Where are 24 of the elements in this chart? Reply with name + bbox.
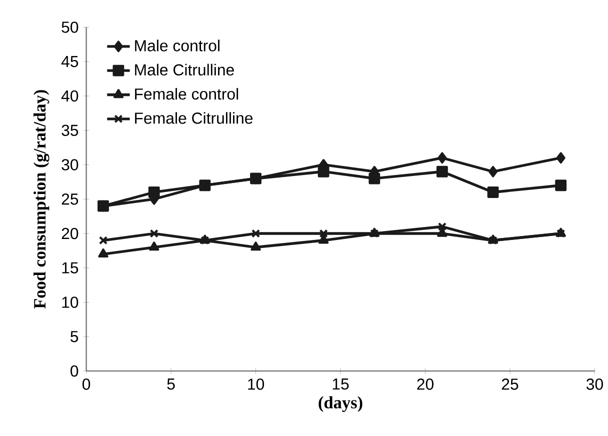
x-tick-label: 5 [167, 378, 175, 390]
y-tick-label: 10 [62, 296, 78, 308]
x-tick-label: 0 [82, 378, 90, 390]
y-tick-label: 40 [61, 90, 78, 102]
y-axis-title: Food consumption (g/rat/day) [34, 90, 50, 309]
x-tick-label: 25 [502, 378, 518, 390]
y-tick-label: 25 [62, 193, 78, 205]
y-tick-label: 15 [62, 262, 78, 274]
y-tick-label: 5 [70, 331, 78, 342]
x-tick-label: 30 [586, 378, 603, 390]
y-tick-label: 30 [62, 159, 78, 170]
x-axis-title: (days) [318, 396, 362, 412]
y-tick-label: 35 [62, 124, 78, 136]
x-tick-label: 15 [332, 378, 349, 390]
y-tick-label: 45 [61, 56, 78, 68]
x-tick-label: 10 [248, 378, 264, 390]
x-tick-label: 20 [417, 378, 434, 390]
legend-label: Male Citrulline [135, 64, 234, 76]
legend-label: Female Citrulline [135, 112, 253, 124]
legend-label: Female control [135, 88, 238, 100]
y-tick-label: 20 [62, 228, 78, 240]
legend-label: Male control [135, 40, 220, 52]
y-tick-label: 50 [62, 22, 78, 33]
y-tick-label: 0 [70, 365, 78, 377]
